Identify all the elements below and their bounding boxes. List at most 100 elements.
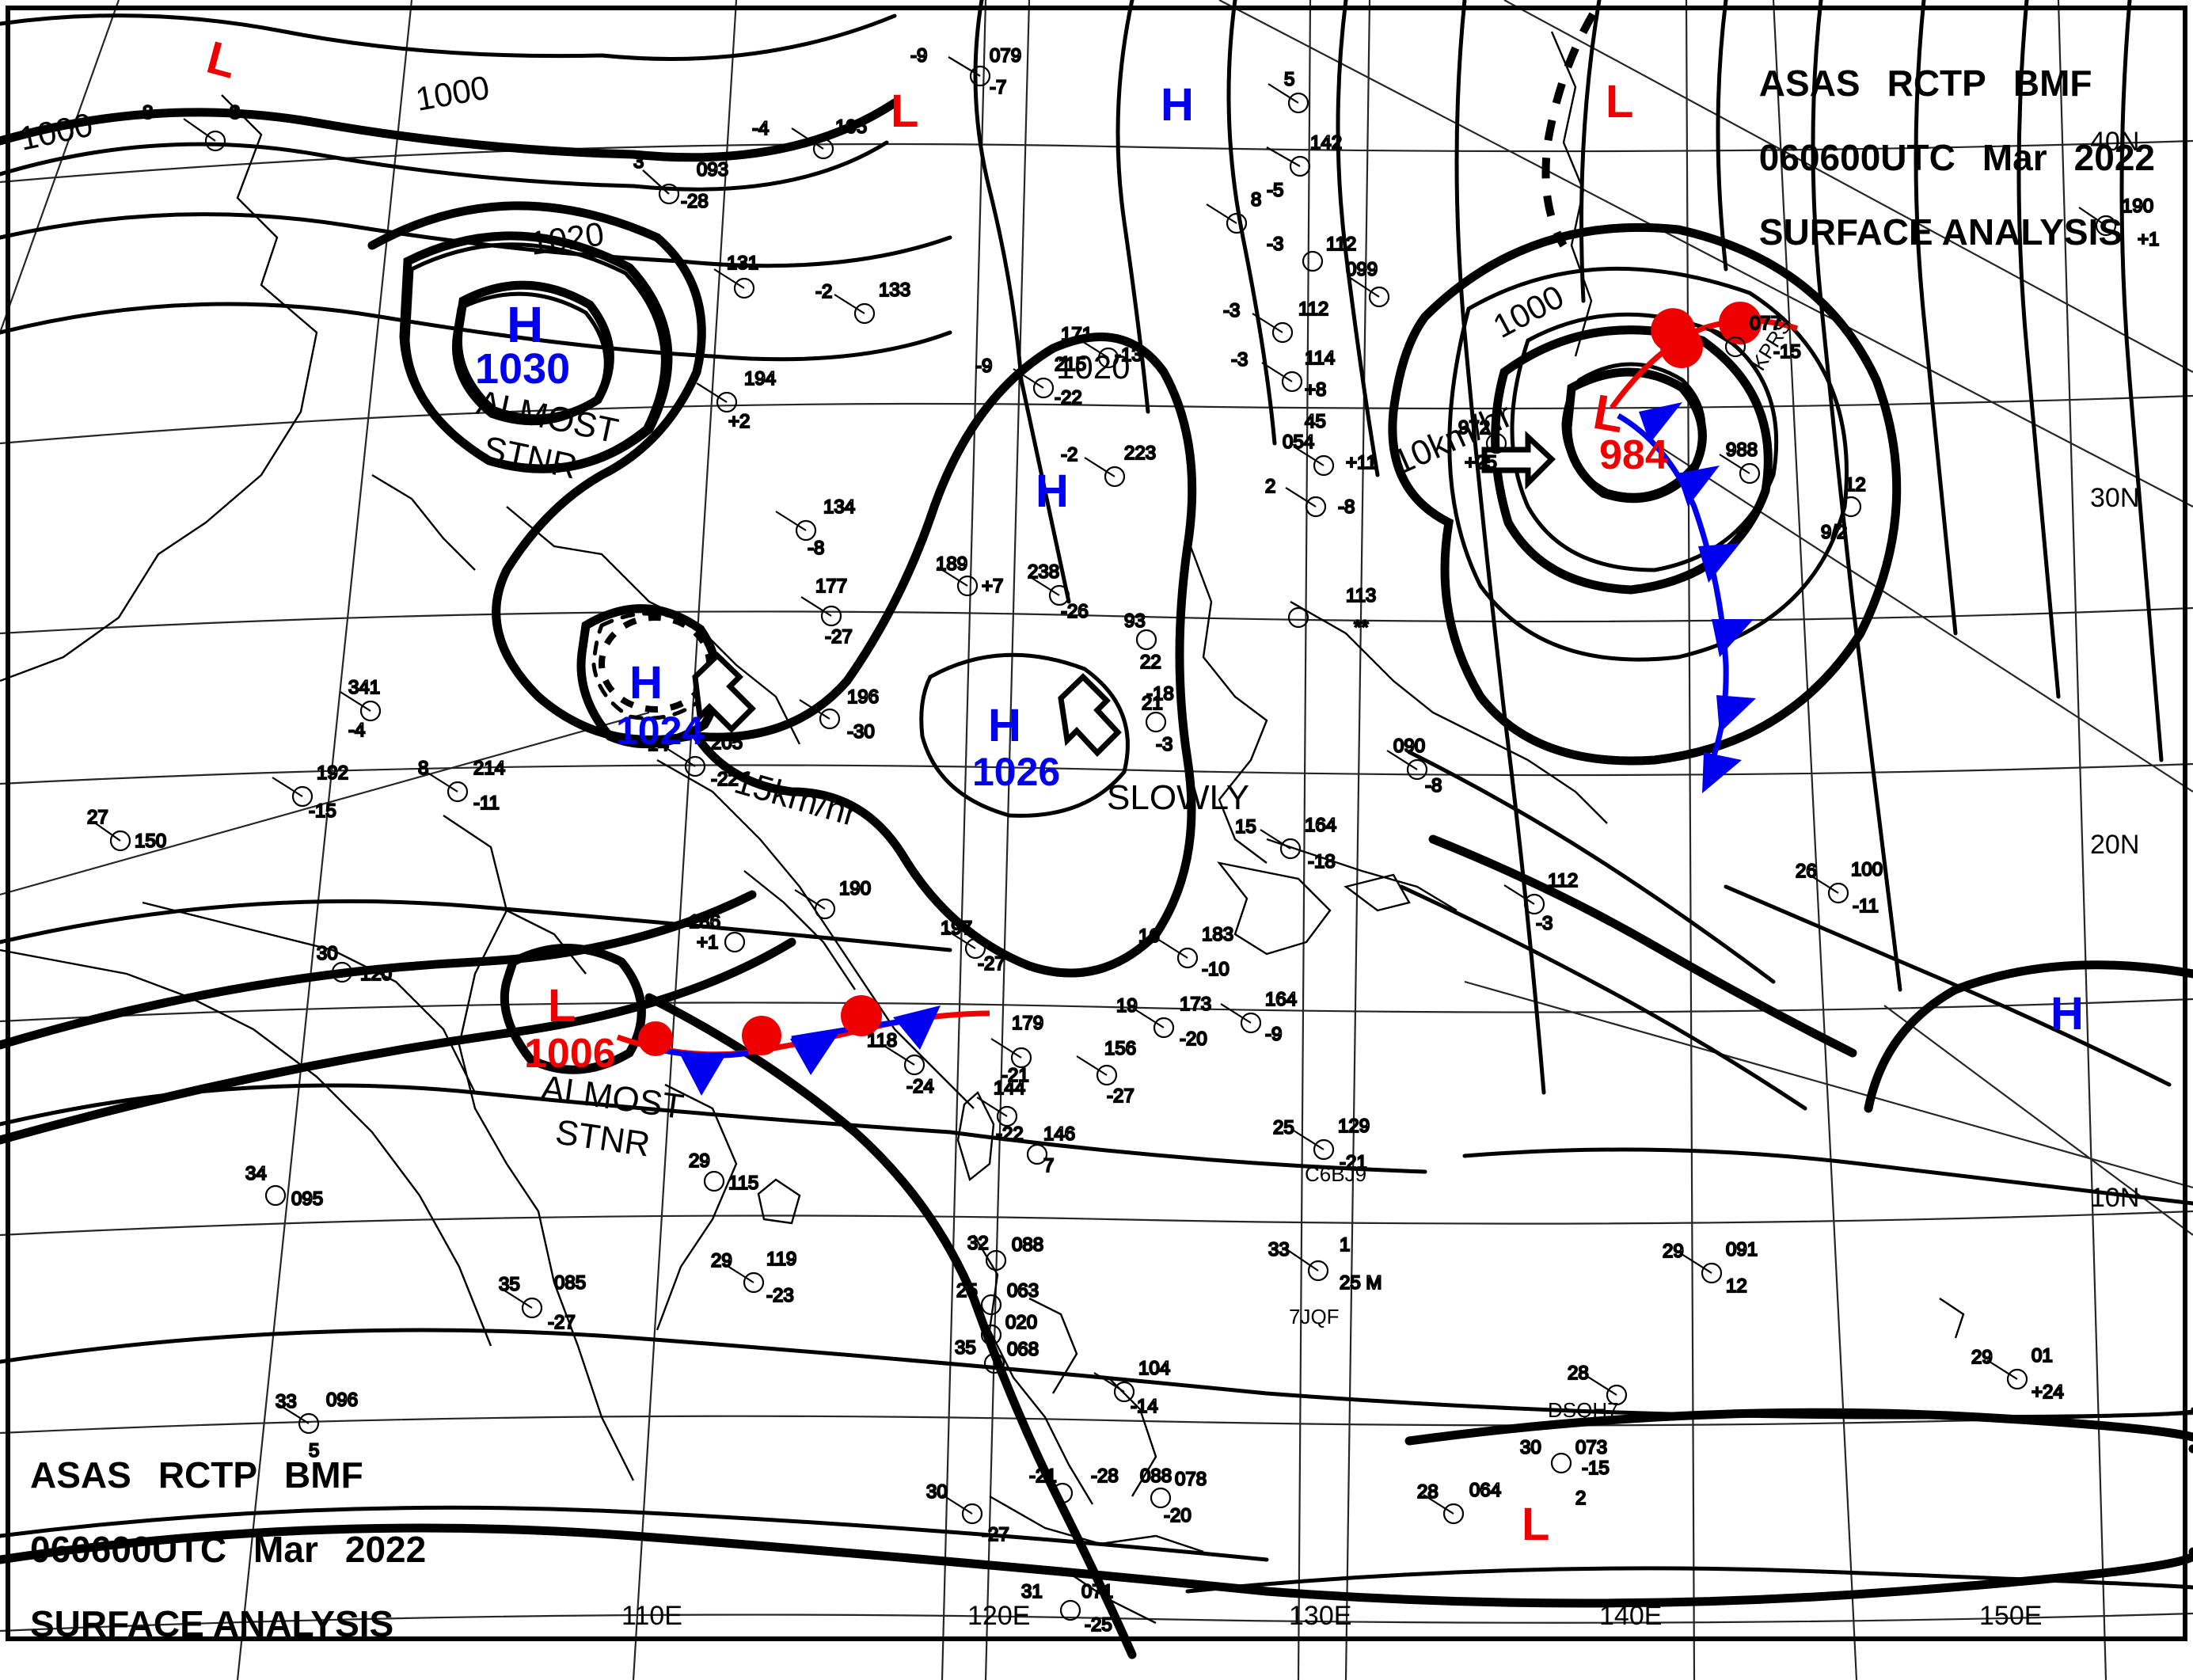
svg-text:-7: -7 — [990, 77, 1006, 98]
svg-text:068: 068 — [1007, 1339, 1039, 1360]
svg-text:-27: -27 — [982, 1524, 1009, 1545]
high-symbol-southeast: H — [2050, 988, 2084, 1040]
svg-text:25: 25 — [1273, 1117, 1294, 1138]
svg-text:29: 29 — [1971, 1347, 1993, 1368]
isobar-1020-nw — [367, 201, 706, 744]
lon-label-110e: 110E — [621, 1601, 682, 1631]
svg-text:31: 31 — [1021, 1581, 1043, 1602]
lat-label-40n: 40N — [2090, 127, 2139, 157]
svg-text:25: 25 — [956, 1280, 978, 1302]
station-plot: 8 — [1206, 188, 1262, 234]
isobar-se-band — [1404, 1408, 2193, 1454]
svg-text:33: 33 — [276, 1391, 297, 1412]
high-symbol-1024: H — [629, 657, 663, 709]
isobar-1020-h1024 — [576, 604, 722, 749]
svg-text:-28: -28 — [1091, 1465, 1119, 1487]
isobar-1000-low — [1388, 222, 1902, 766]
svg-text:+1: +1 — [697, 932, 718, 953]
station-plot: 35 085 -27 — [498, 1271, 587, 1334]
svg-text:100: 100 — [1851, 859, 1883, 880]
svg-text:30: 30 — [926, 1481, 948, 1503]
lat-line-25n — [0, 998, 2193, 1023]
station-plot: -21 -28 088 — [1028, 1465, 1173, 1504]
isobar-1020-central — [688, 332, 1197, 978]
motion-arrows — [692, 430, 1556, 758]
header-tr-line2: 060600UTC Mar 2022 — [1759, 135, 2155, 181]
isobar-1024-h1030 — [399, 231, 673, 473]
station-plot: 30 073-15 2 — [1519, 1436, 1610, 1510]
station-plot: 30 -27 — [925, 1480, 1010, 1546]
svg-text:186: 186 — [689, 911, 720, 933]
lon-line-140e — [1772, 0, 1858, 1680]
svg-text:179: 179 — [1012, 1013, 1043, 1034]
high-symbol-sea-of-japan: H — [1036, 466, 1069, 517]
svg-text:205: 205 — [711, 732, 743, 754]
svg-text:238: 238 — [1028, 561, 1059, 583]
svg-text:-22: -22 — [1055, 387, 1082, 409]
svg-text:12: 12 — [1726, 1275, 1747, 1297]
svg-text:-3: -3 — [1267, 234, 1283, 255]
svg-text:01: 01 — [2031, 1345, 2053, 1366]
station-plot: 16 183 -10 — [1138, 923, 1234, 981]
svg-text:196: 196 — [847, 686, 879, 708]
header-tr-subtitle: SURFACE ANALYSIS — [1758, 211, 2123, 253]
svg-text:164: 164 — [1305, 815, 1336, 836]
svg-text:27: 27 — [87, 807, 108, 828]
svg-text:-3: -3 — [1231, 349, 1248, 371]
station-plot: 190 — [794, 877, 872, 920]
svg-text:144: 144 — [994, 1078, 1025, 1099]
station-plot: 14 205 -22 — [647, 732, 743, 791]
high-value-1026: 1026 — [972, 750, 1060, 794]
isobar-equatorial — [0, 1523, 2193, 1608]
header-bl-product: ASAS — [30, 1454, 131, 1496]
station-plot: -3 112 — [1266, 233, 1357, 272]
svg-text:29: 29 — [689, 1150, 710, 1172]
high-symbol-1030: H — [507, 296, 543, 353]
cold-front-l984 — [1617, 402, 1756, 793]
svg-text:33: 33 — [1268, 1239, 1290, 1260]
svg-text:-22: -22 — [711, 769, 739, 790]
svg-text:091: 091 — [1726, 1239, 1758, 1260]
lat-line-20n — [0, 1210, 2193, 1237]
station-plot: 5 — [1268, 68, 1309, 114]
svg-text:8: 8 — [418, 758, 428, 779]
svg-text:3: 3 — [633, 151, 644, 173]
svg-text:-15: -15 — [1773, 341, 1801, 363]
station-plot: 33 096 5 — [275, 1389, 359, 1462]
svg-text:085: 085 — [554, 1272, 586, 1294]
svg-text:214: 214 — [473, 758, 505, 779]
svg-text:29: 29 — [1663, 1241, 1684, 1262]
station-plot: 29 01 +24 — [1971, 1344, 2065, 1404]
station-plot: 29 119 -23 — [710, 1248, 797, 1307]
svg-text:105: 105 — [835, 116, 867, 138]
svg-text:114: 114 — [1305, 348, 1335, 369]
high-value-1030: 1030 — [475, 345, 570, 393]
graticule-labels: 40N 30N 20N 10N 110E 120E 130E 140E 150E — [621, 127, 2139, 1631]
station-plot: 29 115 — [688, 1150, 759, 1195]
svg-text:-24: -24 — [906, 1076, 934, 1097]
svg-text:164: 164 — [1265, 989, 1297, 1010]
svg-text:-22: -22 — [996, 1123, 1024, 1145]
svg-text:150: 150 — [135, 830, 166, 852]
lat-label-30n: 30N — [2090, 483, 2139, 513]
station-plot: 156 -27 — [1076, 1037, 1137, 1108]
lat-line-15n — [0, 1412, 2193, 1435]
isobar-label-1020-b: 1020 — [1056, 348, 1130, 386]
motion-arrow-l984 — [1481, 430, 1556, 490]
svg-text:-2: -2 — [1061, 444, 1077, 466]
motion-arrow-h1026 — [1058, 673, 1122, 758]
svg-text:096: 096 — [326, 1389, 358, 1411]
svg-text:192: 192 — [317, 762, 348, 784]
svg-text:077: 077 — [1750, 313, 1781, 334]
oblique-line-6 — [0, 711, 650, 896]
svg-text:-15: -15 — [1582, 1458, 1610, 1479]
svg-text:054: 054 — [1283, 431, 1314, 453]
svg-text:-3: -3 — [1223, 300, 1240, 321]
svg-text:119: 119 — [766, 1249, 796, 1270]
isobar-trough-sw1 — [0, 890, 757, 1050]
header-bl-line2: 060600UTC Mar 2022 — [30, 1526, 426, 1572]
station-plot: 2 -8 — [1264, 475, 1356, 519]
